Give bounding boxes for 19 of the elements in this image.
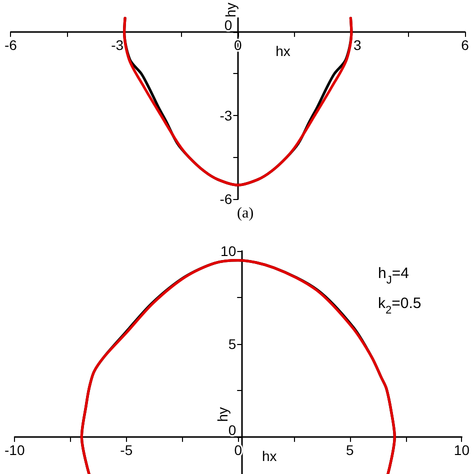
y-tick-label: 0 — [224, 16, 232, 33]
x-axis-title: hx — [276, 42, 290, 59]
x-axis-title: hx — [262, 448, 277, 464]
y-tick-label: -3 — [220, 107, 232, 124]
y-axis-title: hy — [214, 407, 230, 422]
x-tick-label: -5 — [120, 442, 133, 458]
text: (a) — [237, 206, 254, 222]
x-tick-label: 3 — [354, 36, 362, 53]
x-tick-label: -10 — [4, 442, 25, 458]
x-tick-label: -6 — [4, 36, 18, 53]
x-tick-label: 5 — [346, 442, 354, 458]
y-tick-label: 10 — [220, 243, 236, 259]
y-tick-label: -6 — [220, 191, 232, 207]
x-tick-label: 10 — [454, 442, 470, 458]
y-tick-label: 0 — [228, 422, 236, 438]
x-tick-label: 6 — [461, 36, 470, 53]
x-tick-label: -3 — [111, 36, 124, 53]
y-axis-title: hy — [222, 2, 238, 18]
y-tick-label: 5 — [228, 336, 236, 352]
